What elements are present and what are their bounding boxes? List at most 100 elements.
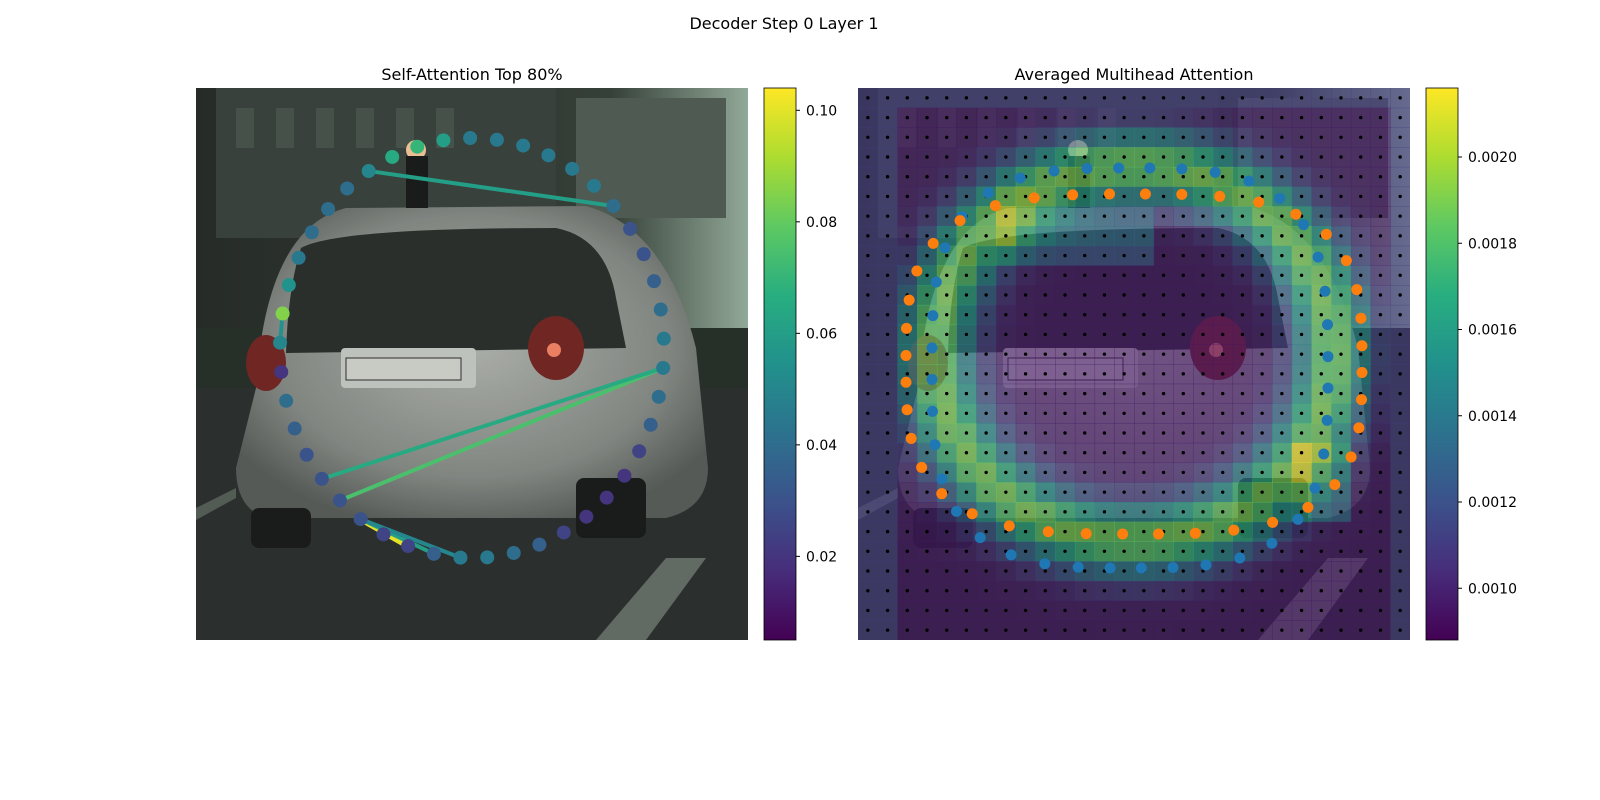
grid-dot <box>1398 372 1402 376</box>
grid-dot <box>1221 391 1225 396</box>
blue-point <box>1048 165 1060 177</box>
orange-point <box>936 488 948 500</box>
grid-dot <box>1063 510 1067 514</box>
orange-point <box>1320 228 1332 240</box>
grid-dot <box>1004 589 1008 593</box>
grid-dot <box>1023 411 1028 415</box>
blue-point <box>927 310 939 322</box>
grid-dot <box>945 589 949 593</box>
orange-point <box>1117 528 1129 540</box>
grid-dot <box>1280 253 1284 258</box>
attention-node <box>463 131 478 146</box>
grid-dot <box>964 273 969 277</box>
grid-dot <box>1378 175 1383 179</box>
grid-dot <box>1280 470 1284 475</box>
grid-dot <box>1319 273 1323 277</box>
grid-dot <box>945 332 949 337</box>
grid-dot <box>1260 155 1264 159</box>
colorbar-tick-label: 0.0018 <box>1468 236 1517 252</box>
grid-dot <box>1102 470 1107 475</box>
blue-point <box>1322 319 1334 331</box>
grid-dot <box>1398 214 1402 218</box>
grid-dot <box>964 529 969 534</box>
attention-node <box>516 138 531 153</box>
grid-dot <box>885 608 890 613</box>
grid-dot <box>1221 155 1225 159</box>
grid-dot <box>1004 451 1008 455</box>
blue-point <box>1039 558 1051 570</box>
grid-dot <box>866 194 870 199</box>
grid-dot <box>1161 96 1166 100</box>
grid-dot <box>1260 313 1264 317</box>
blue-point <box>926 405 938 417</box>
grid-dot <box>1142 293 1146 297</box>
grid-dot <box>1319 391 1323 396</box>
grid-dot <box>1299 273 1304 277</box>
grid-dot <box>1142 313 1146 317</box>
grid-dot <box>1043 549 1047 553</box>
grid-dot <box>1181 293 1185 297</box>
grid-dot <box>925 391 929 396</box>
grid-dot <box>1043 391 1047 396</box>
grid-dot <box>866 352 870 356</box>
grid-dot <box>1398 135 1402 139</box>
blue-point <box>1234 552 1246 564</box>
grid-dot <box>1161 391 1166 396</box>
grid-dot <box>1102 273 1107 277</box>
orange-point <box>1176 188 1188 200</box>
grid-dot <box>1023 352 1028 356</box>
grid-dot <box>1280 96 1284 100</box>
grid-dot <box>1142 510 1146 514</box>
blue-point <box>939 242 951 254</box>
grid-dot <box>1359 451 1363 455</box>
grid-dot <box>1339 293 1343 297</box>
grid-dot <box>1339 96 1343 100</box>
grid-dot <box>1221 115 1225 120</box>
attention-node <box>556 525 571 540</box>
grid-dot <box>1378 470 1383 475</box>
attention-node <box>340 181 355 196</box>
grid-dot <box>1161 135 1166 139</box>
grid-dot <box>1359 135 1363 139</box>
grid-dot <box>1319 352 1323 356</box>
grid-dot <box>1083 431 1087 435</box>
grid-dot <box>1299 608 1304 613</box>
grid-dot <box>984 569 988 573</box>
grid-dot <box>1023 253 1028 258</box>
grid-dot <box>1359 155 1363 159</box>
grid-dot <box>905 451 909 455</box>
grid-dot <box>1240 529 1245 534</box>
grid-dot <box>1122 115 1126 120</box>
grid-dot <box>1083 628 1087 632</box>
orange-point <box>1356 340 1368 352</box>
grid-dot <box>1378 135 1383 139</box>
grid-dot <box>1240 451 1245 455</box>
grid-dot <box>964 155 969 159</box>
attention-node <box>314 471 329 486</box>
left-panel-title: Self-Attention Top 80% <box>381 65 562 84</box>
grid-dot <box>1023 332 1028 337</box>
grid-dot <box>1063 253 1067 258</box>
reference-grid-dots <box>866 96 1402 632</box>
grid-dot <box>1201 135 1205 139</box>
grid-dot <box>1161 628 1166 632</box>
grid-dot <box>1280 490 1284 494</box>
grid-dot <box>1260 490 1264 494</box>
grid-dot <box>1161 549 1166 553</box>
grid-dot <box>1004 490 1008 494</box>
orange-point <box>900 376 912 388</box>
grid-dot <box>964 175 969 179</box>
grid-dot <box>1201 470 1205 475</box>
grid-dot <box>1319 529 1323 534</box>
grid-dot <box>945 431 949 435</box>
grid-dot <box>925 175 929 179</box>
grid-dot <box>925 372 929 376</box>
colorbar-tick-label: 0.0014 <box>1468 409 1517 425</box>
grid-dot <box>1398 155 1402 159</box>
grid-dot <box>866 411 870 415</box>
grid-dot <box>1221 313 1225 317</box>
attention-node <box>541 148 556 163</box>
grid-dot <box>925 451 929 455</box>
blue-point <box>1005 549 1017 561</box>
grid-dot <box>866 431 870 435</box>
